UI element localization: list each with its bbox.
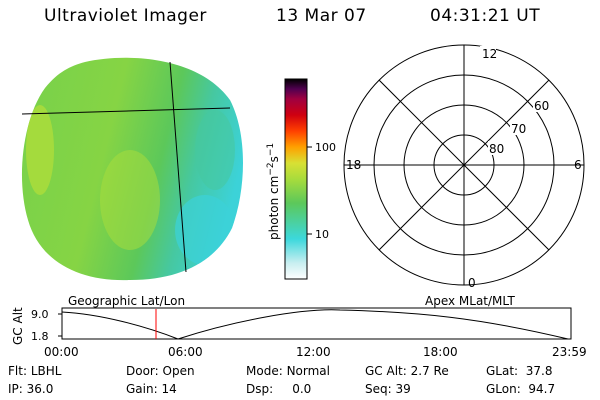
- aurora-disk: [21, 57, 244, 281]
- lat-label-60: 60: [534, 99, 549, 113]
- date-label: 13 Mar 07: [276, 6, 367, 26]
- mlt-label-12: 12: [482, 47, 497, 61]
- colorbar-unit-label: photon cm−2s−1: [266, 143, 281, 240]
- mlt-label-6: 6: [574, 158, 582, 172]
- status-seq: Seq: 39: [365, 382, 411, 396]
- status-gc-alt: GC Alt: 2.7 Re: [365, 364, 449, 378]
- polar-projection-label: Apex MLat/MLT: [425, 294, 515, 308]
- timeline-xtick-3: 18:00: [423, 345, 458, 359]
- time-label: 04:31:21 UT: [430, 6, 541, 26]
- status-ip: IP: 36.0: [8, 382, 54, 396]
- status-flt: Flt: LBHL: [8, 364, 62, 378]
- mlt-label-0: 0: [468, 276, 476, 290]
- status-door: Door: Open: [126, 364, 195, 378]
- image-projection-label: Geographic Lat/Lon: [68, 294, 186, 308]
- status-dsp: Dsp: 0.0: [246, 382, 312, 396]
- longitude-line: [169, 61, 187, 273]
- timeline-axis-title: GC Alt: [11, 307, 25, 345]
- colorbar-tick-100: 100: [315, 141, 336, 154]
- status-glon: GLon: 94.7: [486, 382, 556, 396]
- timeline-xtick-0: 00:00: [44, 345, 79, 359]
- timeline-xtick-1: 06:00: [168, 345, 203, 359]
- timeline-xtick-4: 23:59: [552, 345, 587, 359]
- timeline-frame: [61, 307, 572, 340]
- lat-label-80: 80: [489, 142, 504, 156]
- colorbar-scale: [284, 78, 308, 280]
- altitude-curve: [61, 309, 569, 340]
- timeline-ytick-low: 1.8: [31, 330, 49, 343]
- status-mode: Mode: Normal: [246, 364, 330, 378]
- status-gain: Gain: 14: [126, 382, 177, 396]
- colorbar-tick-10: 10: [315, 228, 329, 241]
- app-title: Ultraviolet Imager: [44, 6, 207, 26]
- lat-label-70: 70: [511, 122, 526, 136]
- status-glat: GLat: 37.8: [486, 364, 553, 378]
- latitude-line: [21, 107, 231, 115]
- timeline-ytick-high: 9.0: [31, 308, 49, 321]
- mlt-label-18: 18: [346, 158, 361, 172]
- timeline-xtick-2: 12:00: [296, 345, 331, 359]
